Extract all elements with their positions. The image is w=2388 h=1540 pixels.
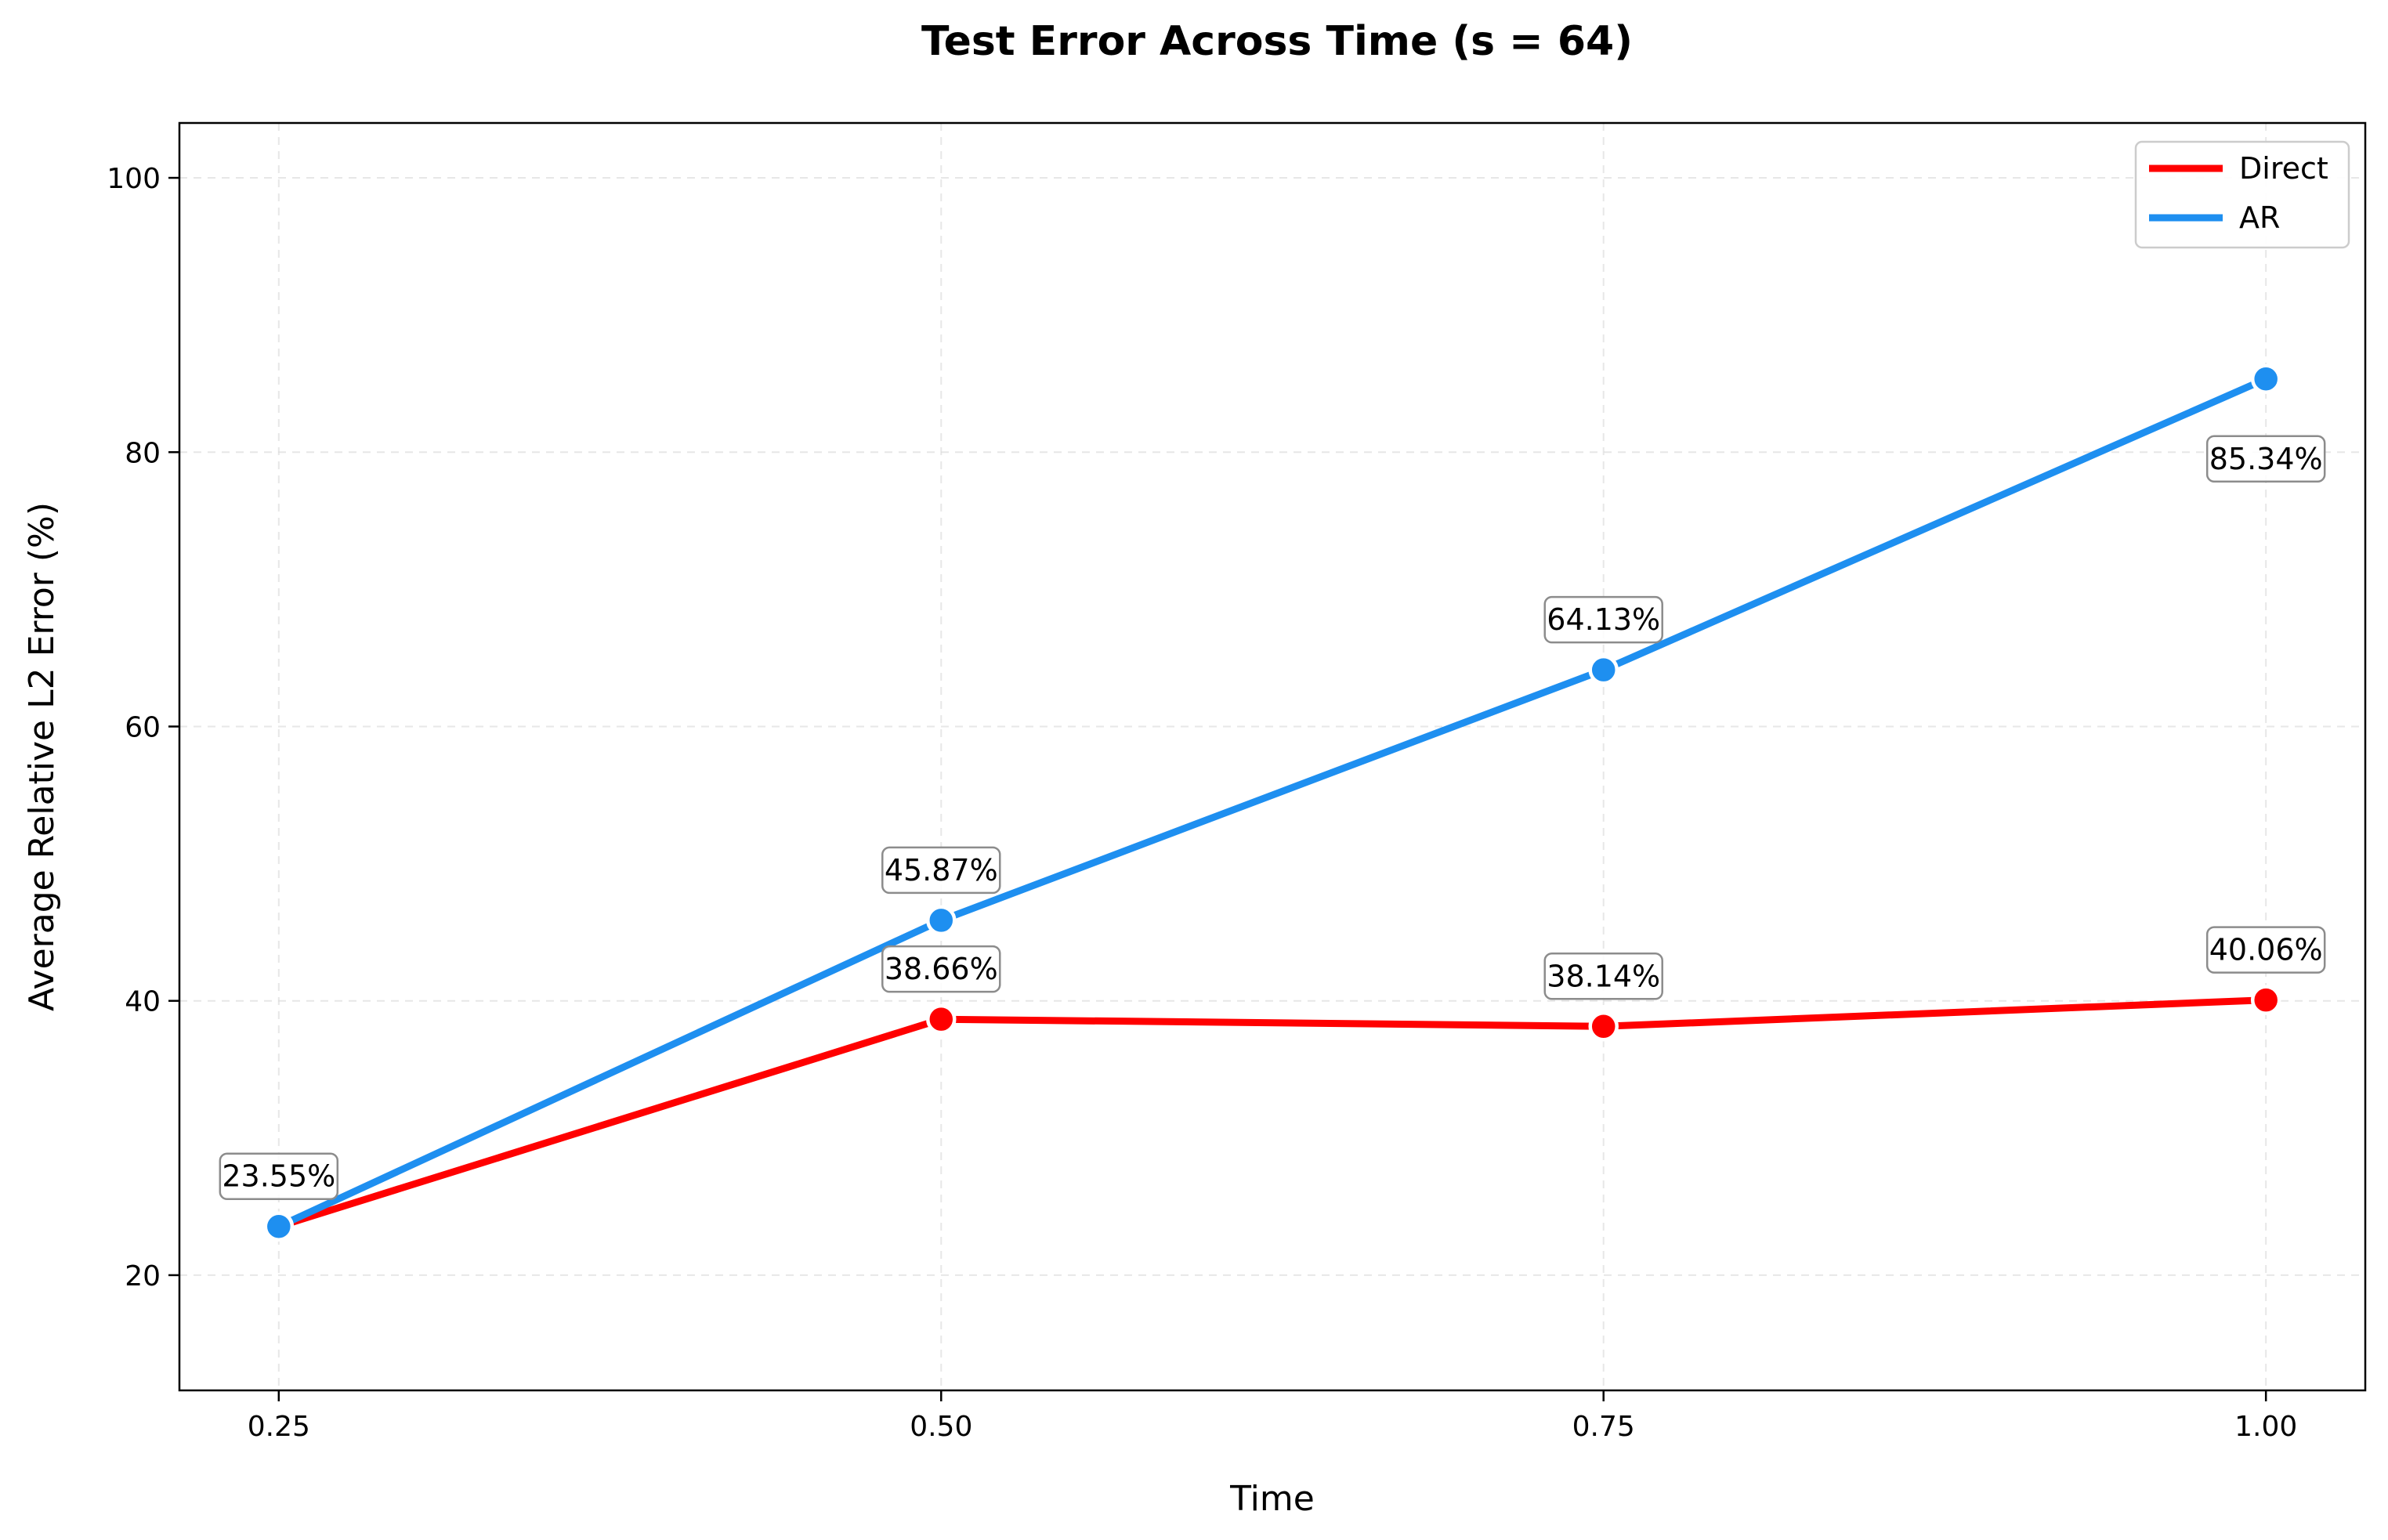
y-tick-label: 20 (125, 1260, 161, 1292)
series-lines (275, 375, 2270, 1231)
data-label-ar: 64.13% (1547, 602, 1660, 637)
x-tick-label: 1.00 (2234, 1411, 2297, 1443)
series-line-direct (275, 996, 2270, 1231)
chart-title: Test Error Across Time (s = 64) (921, 18, 1633, 65)
legend: Direct AR (2134, 140, 2350, 249)
data-point-direct (1588, 1011, 1619, 1042)
y-tick-label: 40 (125, 986, 161, 1018)
data-label-direct: 38.14% (1547, 959, 1660, 993)
data-point-ar (1588, 654, 1619, 685)
series-line-ar (275, 375, 2270, 1231)
y-tick-label: 100 (107, 163, 161, 195)
plot-area-frame (178, 121, 2367, 1392)
data-label-box (1543, 953, 1663, 1000)
data-labels: 38.66% 38.14% 40.06% 23.55% 45.87% 64.13% 85.3… (219, 435, 2326, 1200)
data-point-ar (926, 905, 957, 936)
data-label-box (2205, 435, 2326, 483)
x-tick-label: 0.50 (910, 1411, 972, 1443)
data-label-box (881, 846, 1001, 895)
data-label-box (219, 1152, 339, 1200)
legend-label-ar: AR (2239, 201, 2280, 235)
data-label-direct: 38.66% (885, 952, 998, 986)
data-point-direct (2250, 985, 2281, 1015)
data-label-direct: 40.06% (2209, 933, 2323, 967)
data-label-ar: 85.34% (2209, 442, 2323, 476)
data-label-box (2205, 926, 2326, 974)
data-point-ar (2250, 363, 2281, 395)
x-tick-label: 0.25 (248, 1411, 310, 1443)
axis-ticks: 0.25 0.50 0.75 1.00 20 40 60 80 100 (107, 163, 2297, 1443)
x-tick-label: 0.75 (1572, 1411, 1635, 1443)
grid (179, 123, 2365, 1390)
data-point-ar (263, 1211, 295, 1242)
data-label-box (881, 945, 1001, 993)
data-label-ar: 45.87% (885, 853, 998, 887)
data-label-box (1543, 595, 1663, 644)
series-markers (263, 363, 2281, 1242)
y-axis-label: Average Relative L2 Error (%) (22, 502, 62, 1011)
y-tick-label: 80 (125, 437, 161, 469)
y-tick-label: 60 (125, 711, 161, 743)
x-axis-label: Time (1229, 1479, 1315, 1519)
data-point-direct (926, 1003, 957, 1035)
data-label-ar: 23.55% (222, 1159, 335, 1194)
legend-label-direct: Direct (2239, 151, 2328, 186)
